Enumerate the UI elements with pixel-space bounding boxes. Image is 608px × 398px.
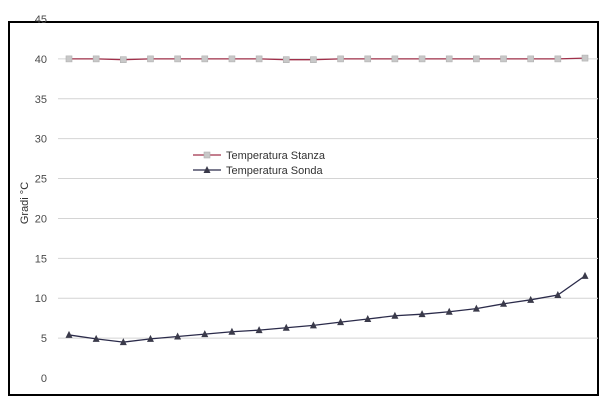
y-tick-30: 30 — [35, 134, 47, 146]
point-0-18 — [554, 55, 562, 63]
point-0-14 — [445, 55, 453, 63]
point-0-15 — [473, 55, 480, 63]
chart-frame — [8, 21, 599, 396]
point-1-0 — [65, 330, 73, 338]
y-tick-15: 15 — [35, 253, 47, 265]
point-1-3 — [146, 334, 154, 342]
gridlines — [58, 58, 598, 339]
point-0-6 — [228, 55, 236, 63]
legend: Temperatura Stanza Temperatura Sonda — [193, 150, 326, 177]
y-tick-40: 40 — [35, 54, 47, 66]
y-tick-45: 45 — [35, 14, 47, 26]
point-0-12 — [391, 55, 399, 63]
point-1-12 — [391, 311, 399, 319]
point-0-1 — [92, 55, 100, 63]
y-tick-5: 5 — [41, 333, 47, 345]
y-axis-label: Gradi °C — [19, 182, 31, 224]
y-tick-35: 35 — [35, 94, 47, 106]
point-1-15 — [472, 304, 480, 312]
point-1-1 — [92, 334, 100, 342]
point-0-0 — [65, 55, 73, 63]
point-1-10 — [337, 318, 345, 326]
y-tick-25: 25 — [35, 174, 47, 186]
point-0-16 — [500, 55, 507, 63]
point-1-4 — [174, 332, 182, 340]
point-1-2 — [119, 338, 127, 346]
y-tick-labels: 0 5 10 15 20 25 30 35 40 45 — [35, 14, 47, 385]
point-0-19 — [581, 54, 589, 62]
point-0-3 — [147, 55, 154, 63]
y-tick-0: 0 — [41, 373, 47, 385]
point-1-9 — [309, 321, 317, 329]
point-1-16 — [500, 299, 508, 307]
point-1-13 — [418, 310, 426, 318]
series-line-0 — [69, 57, 586, 61]
point-1-11 — [364, 314, 372, 322]
point-1-5 — [201, 330, 209, 338]
point-0-17 — [527, 55, 534, 63]
legend-marker-1 — [203, 166, 211, 173]
y-tick-10: 10 — [35, 293, 47, 305]
point-1-8 — [282, 323, 290, 331]
point-0-4 — [174, 55, 181, 63]
point-0-11 — [364, 55, 372, 63]
point-0-13 — [418, 55, 426, 63]
point-0-7 — [255, 55, 263, 63]
point-1-19 — [581, 271, 589, 279]
series-line-1 — [68, 275, 586, 343]
point-0-2 — [120, 56, 127, 63]
point-1-18 — [554, 291, 562, 299]
legend-label-0: Temperatura Stanza — [226, 150, 326, 162]
series-group — [65, 54, 589, 346]
point-0-8 — [282, 56, 290, 63]
point-1-17 — [527, 295, 535, 303]
legend-label-1: Temperatura Sonda — [226, 165, 323, 177]
point-0-5 — [201, 55, 209, 63]
point-1-14 — [445, 307, 453, 315]
legend-marker-0 — [203, 151, 211, 159]
point-0-9 — [310, 56, 317, 63]
point-0-10 — [337, 55, 344, 63]
point-1-6 — [228, 327, 236, 335]
y-tick-20: 20 — [35, 213, 47, 225]
point-1-7 — [255, 326, 263, 334]
